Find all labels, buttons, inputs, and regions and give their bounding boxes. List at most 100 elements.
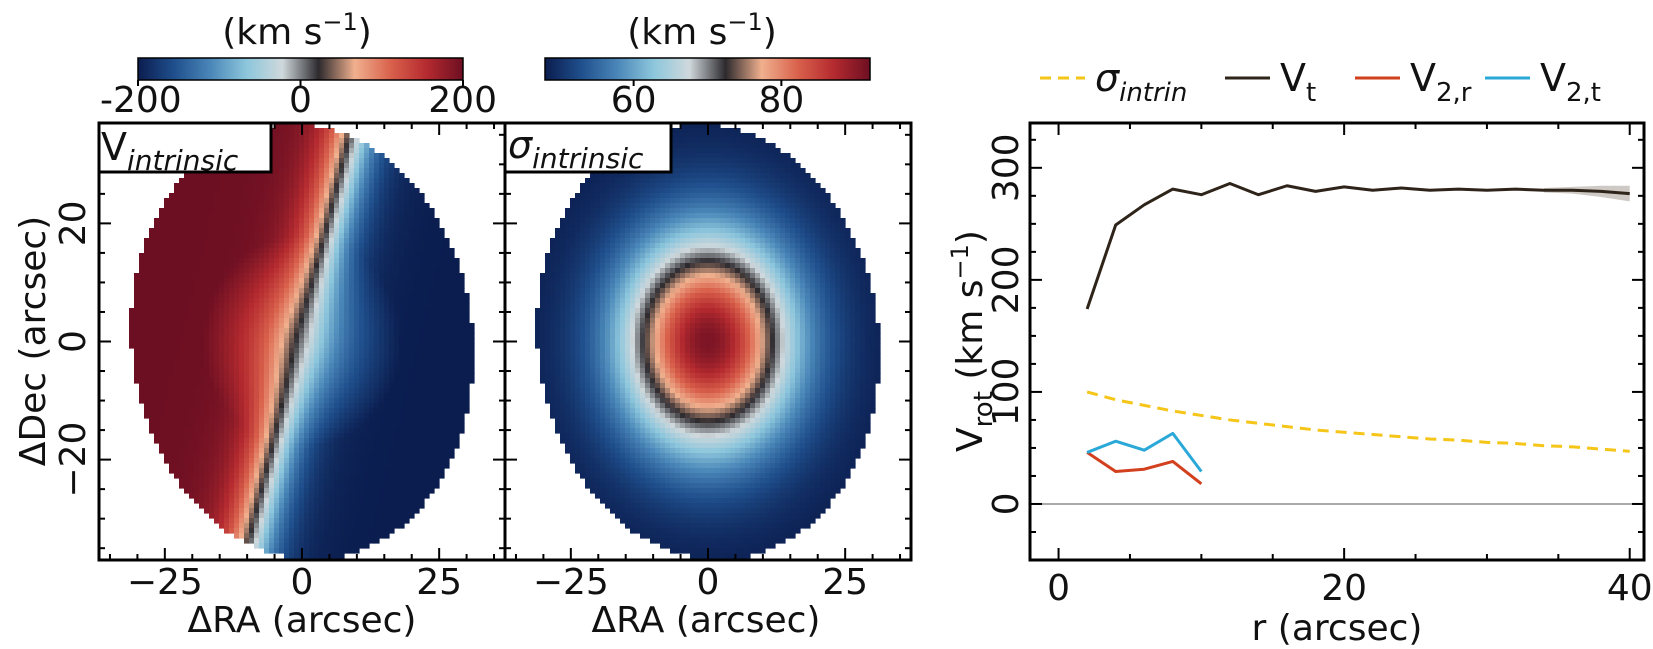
- map-pixel: [244, 408, 250, 414]
- map-pixel: [204, 418, 210, 424]
- map-pixel: [419, 488, 425, 494]
- map-pixel: [379, 518, 385, 524]
- map-pixel: [404, 228, 410, 234]
- map-pixel: [409, 413, 415, 419]
- map-pixel: [404, 463, 410, 469]
- map-pixel: [264, 213, 270, 219]
- map-pixel: [319, 468, 325, 474]
- map-pixel: [389, 523, 395, 529]
- map-pixel: [284, 428, 290, 434]
- map-pixel: [284, 213, 290, 219]
- map-pixel: [259, 173, 265, 179]
- map-pixel: [189, 293, 195, 299]
- map-pixel: [189, 328, 195, 334]
- map-pixel: [189, 228, 195, 234]
- map-pixel: [314, 463, 320, 469]
- map-pixel: [304, 453, 310, 459]
- map-pixel: [414, 213, 420, 219]
- map-pixel: [179, 328, 185, 334]
- map-pixel: [399, 173, 405, 179]
- map-pixel: [264, 478, 270, 484]
- map-pixel: [715, 143, 721, 149]
- map-pixel: [369, 528, 375, 534]
- map-pixel: [369, 293, 375, 299]
- map-pixel: [294, 358, 300, 364]
- map-pixel: [459, 368, 465, 374]
- map-pixel: [359, 258, 365, 264]
- map-pixel: [204, 178, 210, 184]
- map-pixel: [279, 353, 285, 359]
- map-pixel: [159, 263, 165, 269]
- map-pixel: [284, 278, 290, 284]
- map-pixel: [309, 208, 315, 214]
- map-pixel: [249, 253, 255, 259]
- map-pixel: [299, 353, 305, 359]
- map-pixel: [294, 518, 300, 524]
- map-pixel: [259, 313, 265, 319]
- map-pixel: [419, 443, 425, 449]
- map-pixel: [304, 238, 310, 244]
- map-pixel: [404, 488, 410, 494]
- map-pixel: [299, 478, 305, 484]
- map-pixel: [224, 408, 230, 414]
- map-pixel: [199, 193, 205, 199]
- map-pixel: [174, 353, 180, 359]
- map-pixel: [164, 288, 170, 294]
- map-pixel: [214, 233, 220, 239]
- map-pixel: [199, 298, 205, 304]
- map-pixel: [244, 318, 250, 324]
- map-pixel: [384, 338, 390, 344]
- map-pixel: [359, 438, 365, 444]
- map-pixel: [374, 463, 380, 469]
- map-pixel: [189, 298, 195, 304]
- map-pixel: [359, 518, 365, 524]
- map-pixel: [159, 328, 165, 334]
- map-pixel: [184, 428, 190, 434]
- map-pixel: [144, 323, 150, 329]
- map-pixel: [394, 513, 400, 519]
- map-pixel: [334, 518, 340, 524]
- map-pixel: [334, 223, 340, 229]
- map-pixel: [419, 293, 425, 299]
- map-pixel: [204, 428, 210, 434]
- map-pixel: [264, 513, 270, 519]
- map-pixel: [254, 398, 260, 404]
- map-pixel: [209, 323, 215, 329]
- map-pixel: [444, 288, 450, 294]
- map-pixel: [134, 333, 140, 339]
- map-pixel: [685, 138, 691, 144]
- map-pixel: [394, 443, 400, 449]
- map-pixel: [389, 388, 395, 394]
- map-pixel: [394, 168, 400, 174]
- map-pixel: [715, 133, 721, 139]
- map-pixel: [464, 353, 470, 359]
- map-pixel: [434, 288, 440, 294]
- map-pixel: [199, 243, 205, 249]
- map-pixel: [284, 208, 290, 214]
- map-pixel: [765, 143, 771, 149]
- map-pixel: [144, 338, 150, 344]
- map-pixel: [439, 433, 445, 439]
- map-pixel: [409, 333, 415, 339]
- map-pixel: [394, 203, 400, 209]
- map-pixel: [379, 473, 385, 479]
- map-pixel: [374, 153, 380, 159]
- map-pixel: [184, 378, 190, 384]
- map-pixel: [164, 203, 170, 209]
- map-pixel: [134, 308, 140, 314]
- map-pixel: [224, 278, 230, 284]
- map-pixel: [294, 503, 300, 509]
- map-pixel: [184, 433, 190, 439]
- map-pixel: [334, 488, 340, 494]
- map-pixel: [414, 483, 420, 489]
- map-pixel: [449, 443, 455, 449]
- map-pixel: [189, 393, 195, 399]
- map-pixel: [339, 243, 345, 249]
- map-pixel: [194, 368, 200, 374]
- map-pixel: [404, 503, 410, 509]
- map-pixel: [334, 333, 340, 339]
- map-pixel: [159, 383, 165, 389]
- map-pixel: [329, 178, 335, 184]
- map-pixel: [379, 193, 385, 199]
- map-pixel: [209, 403, 215, 409]
